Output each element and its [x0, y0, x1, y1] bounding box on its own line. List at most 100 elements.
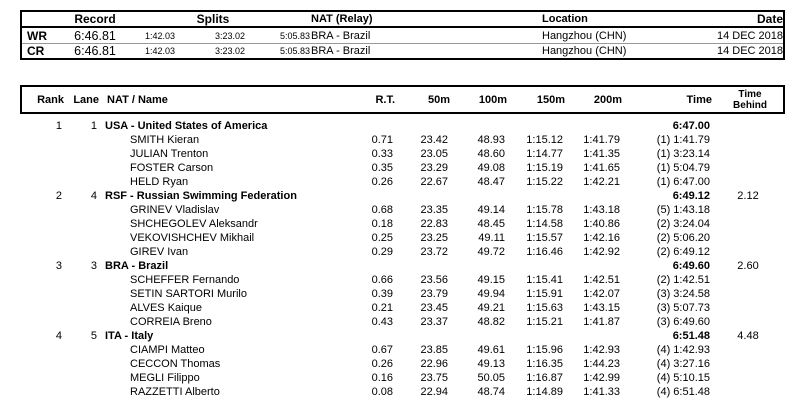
team-row: 2 4 RSF - Russian Swimming Federation 6:… — [20, 189, 785, 203]
team-name: USA - United States of America — [105, 120, 268, 132]
team-time: 6:49.12 — [672, 190, 710, 202]
swimmer-150m: 1:16.46 — [526, 246, 563, 258]
swimmer-50m: 22.94 — [420, 386, 448, 398]
swimmer-row: CORREIA Breno 0.43 23.37 48.82 1:15.21 1… — [20, 315, 785, 329]
swimmer-name: RAZZETTI Alberto — [130, 386, 220, 398]
swimmer-name: HELD Ryan — [130, 176, 189, 188]
swimmer-cumulative-time: (4) 5:10.15 — [656, 372, 710, 384]
records-header-splits: Splits — [196, 12, 230, 26]
team-lane: 5 — [90, 330, 97, 342]
swimmer-row: ALVES Kaique 0.21 23.45 49.21 1:15.63 1:… — [20, 301, 785, 315]
swimmer-rt: 0.25 — [371, 232, 393, 244]
swimmer-rt: 0.18 — [371, 218, 393, 230]
swimmer-150m: 1:15.63 — [526, 302, 563, 314]
swimmer-50m: 23.35 — [420, 204, 448, 216]
swimmer-50m: 22.83 — [420, 218, 448, 230]
swimmer-rt: 0.67 — [371, 344, 393, 356]
team-row: 3 3 BRA - Brazil 6:49.60 2.60 — [20, 259, 785, 273]
records-header-date: Date — [756, 12, 783, 26]
record-time: 6:46.81 — [74, 28, 116, 43]
results-header-lane: Lane — [73, 93, 99, 106]
swimmer-200m: 1:42.93 — [583, 344, 620, 356]
swimmer-100m: 49.21 — [477, 302, 505, 314]
swimmer-name: VEKOVISHCHEV Mikhail — [130, 232, 255, 244]
swimmer-200m: 1:42.99 — [583, 372, 620, 384]
results-header-50m: 50m — [427, 93, 450, 106]
swimmer-150m: 1:16.87 — [526, 372, 563, 384]
swimmer-row: SMITH Kieran 0.71 23.42 48.93 1:15.12 1:… — [20, 133, 785, 147]
swimmer-50m: 23.79 — [420, 288, 448, 300]
record-label: WR — [27, 28, 47, 43]
swimmer-name: FOSTER Carson — [130, 162, 214, 174]
swimmer-100m: 49.72 — [477, 246, 505, 258]
swimmer-rt: 0.35 — [371, 162, 393, 174]
swimmer-name: ALVES Kaique — [130, 302, 202, 314]
swimmer-rt: 0.26 — [371, 358, 393, 370]
team-name: RSF - Russian Swimming Federation — [105, 190, 297, 202]
swimmer-name: SHCHEGOLEV Aleksandr — [130, 218, 258, 230]
swimmer-150m: 1:15.78 — [526, 204, 563, 216]
swimmer-200m: 1:40.86 — [583, 218, 620, 230]
swimmer-200m: 1:42.51 — [583, 274, 620, 286]
swimmer-name: MEGLI Filippo — [130, 372, 200, 384]
swimmer-50m: 23.56 — [420, 274, 448, 286]
record-row: CR 6:46.81 1:42.03 3:23.02 5:05.83 BRA -… — [22, 43, 783, 58]
swimmer-rt: 0.33 — [371, 148, 393, 160]
swimmer-row: SCHEFFER Fernando 0.66 23.56 49.15 1:15.… — [20, 273, 785, 287]
swimmer-200m: 1:43.18 — [583, 204, 620, 216]
records-table: Record Splits NAT (Relay) Location Date … — [20, 10, 785, 60]
swimmer-100m: 48.74 — [477, 386, 505, 398]
swimmer-100m: 48.47 — [477, 176, 505, 188]
record-row: WR 6:46.81 1:42.03 3:23.02 5:05.83 BRA -… — [22, 28, 783, 43]
team-lane: 1 — [90, 120, 97, 132]
swimmer-50m: 23.29 — [420, 162, 448, 174]
record-nat: BRA - Brazil — [311, 45, 371, 57]
swimmer-rt: 0.16 — [371, 372, 393, 384]
team-rank: 4 — [55, 330, 62, 342]
results-header-150m: 150m — [536, 93, 565, 106]
swimmer-rt: 0.43 — [371, 316, 393, 328]
swimmer-100m: 48.60 — [477, 148, 505, 160]
swimmer-100m: 49.08 — [477, 162, 505, 174]
swimmer-cumulative-time: (4) 6:51.48 — [656, 386, 710, 398]
swimmer-rt: 0.26 — [371, 176, 393, 188]
swimmer-name: SMITH Kieran — [130, 134, 200, 146]
team-row: 1 1 USA - United States of America 6:47.… — [20, 119, 785, 133]
records-header-record: Record — [74, 12, 116, 26]
team-time: 6:47.00 — [672, 120, 710, 132]
swimmer-100m: 48.45 — [477, 218, 505, 230]
swimmer-row: CIAMPI Matteo 0.67 23.85 49.61 1:15.96 1… — [20, 343, 785, 357]
swimmer-150m: 1:15.21 — [526, 316, 563, 328]
swimmer-rt: 0.66 — [371, 274, 393, 286]
swimmer-name: SCHEFFER Fernando — [130, 274, 240, 286]
record-split-100m: 1:42.03 — [144, 46, 175, 56]
team-lane: 3 — [90, 260, 97, 272]
swimmer-200m: 1:41.33 — [583, 386, 620, 398]
swimmer-50m: 23.37 — [420, 316, 448, 328]
swimmer-cumulative-time: (1) 1:41.79 — [656, 134, 710, 146]
team-lane: 4 — [90, 190, 97, 202]
results-header-200m: 200m — [593, 93, 622, 106]
record-nat: BRA - Brazil — [311, 29, 371, 42]
swimmer-50m: 23.72 — [420, 246, 448, 258]
swimmer-row: GIREV Ivan 0.29 23.72 49.72 1:16.46 1:42… — [20, 245, 785, 259]
swimmer-50m: 23.25 — [420, 232, 448, 244]
record-split-200m: 3:23.02 — [214, 46, 245, 56]
swimmer-row: SHCHEGOLEV Aleksandr 0.18 22.83 48.45 1:… — [20, 217, 785, 231]
record-location: Hangzhou (CHN) — [542, 29, 627, 42]
swimmer-cumulative-time: (1) 3:23.14 — [656, 148, 710, 160]
swimmer-150m: 1:15.91 — [526, 288, 563, 300]
swimmer-100m: 49.61 — [477, 344, 505, 356]
swimmer-cumulative-time: (3) 6:49.60 — [656, 316, 710, 328]
swimmer-150m: 1:15.41 — [526, 274, 563, 286]
swimmer-row: RAZZETTI Alberto 0.08 22.94 48.74 1:14.8… — [20, 385, 785, 399]
swimmer-50m: 23.45 — [420, 302, 448, 314]
swimmer-50m: 23.42 — [420, 134, 448, 146]
swimmer-200m: 1:41.79 — [583, 134, 620, 146]
swimmer-200m: 1:43.15 — [583, 302, 620, 314]
swimmer-rt: 0.39 — [371, 288, 393, 300]
swimmer-200m: 1:41.87 — [583, 316, 620, 328]
swimmer-cumulative-time: (4) 3:27.16 — [656, 358, 710, 370]
records-header-location: Location — [542, 13, 588, 25]
swimmer-cumulative-time: (1) 6:47.00 — [656, 176, 710, 188]
